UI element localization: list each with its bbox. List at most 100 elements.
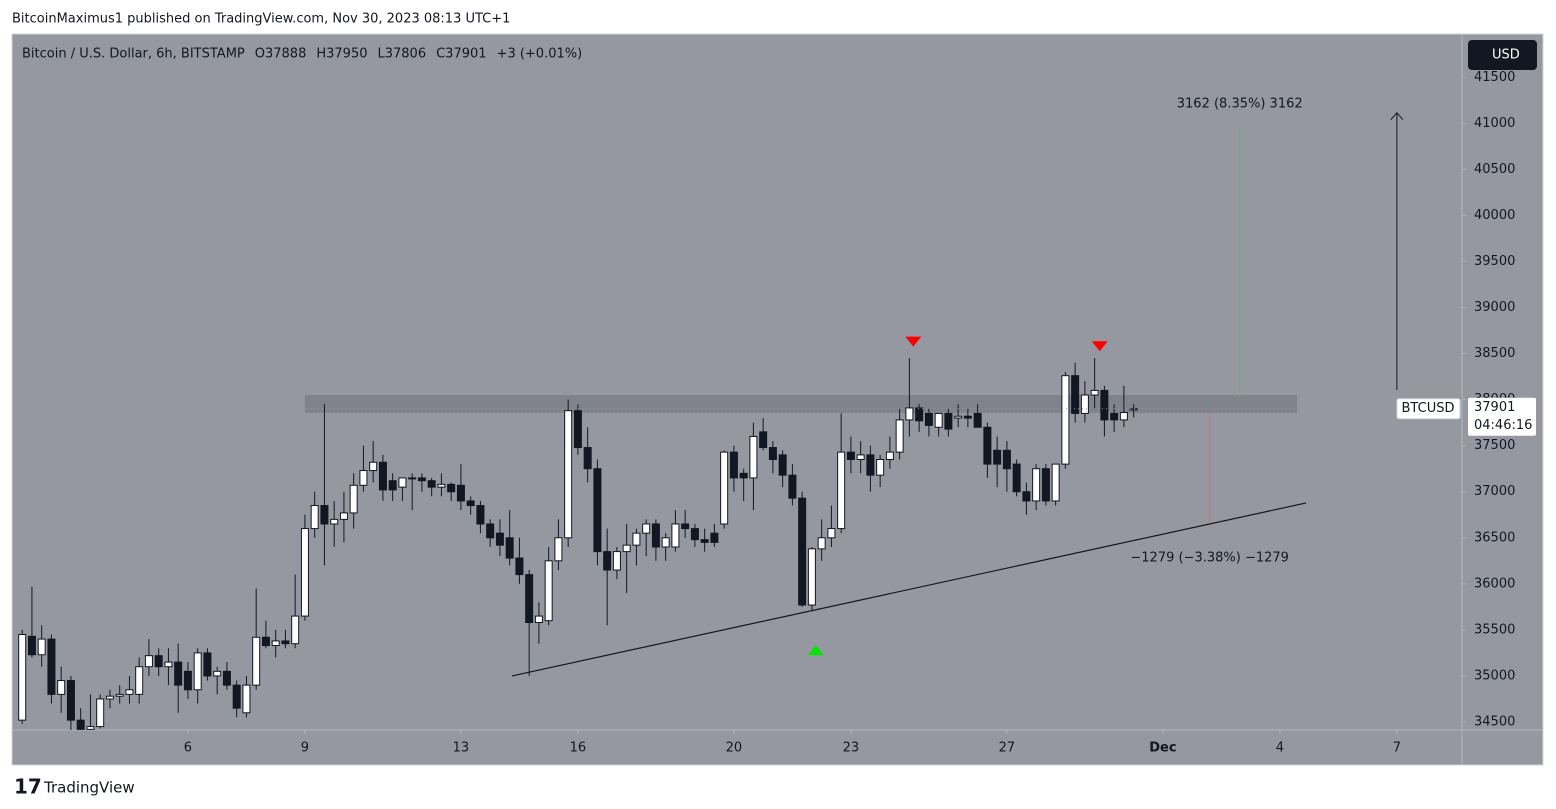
candle-body [876,458,885,476]
candle-body [408,477,417,480]
y-tick-label: 36500 [1474,530,1515,545]
candle-body [690,528,699,541]
candle-body [1080,394,1089,414]
footer: TradingView [43,779,135,797]
candle-body [642,523,651,534]
candle-body [544,560,553,622]
candle-body [895,419,904,453]
candle-body [993,449,1002,465]
candle-body [359,470,368,486]
candle-body [281,640,290,645]
candle-body [651,523,660,548]
logo-mark: 𝟭𝟳 [14,775,42,799]
countdown: 04:46:16 [1474,418,1532,433]
candle-body [76,719,85,730]
ohlc-value: L37806 [378,47,427,62]
y-tick-label: 39500 [1474,254,1515,269]
candle-body [934,412,943,428]
candle-body [622,544,631,553]
y-tick-label: 35000 [1474,668,1515,683]
candle-body [47,638,56,695]
candle-body [476,505,485,525]
candle-body [827,528,836,539]
candle-body [681,523,690,530]
candle-body [486,523,495,539]
candle-body [846,451,855,460]
candle-body [768,447,777,460]
candle-body [300,528,309,617]
x-tick-label: 23 [843,741,860,756]
candle-body [388,480,397,491]
y-tick-label: 37000 [1474,484,1515,499]
candle-body [710,532,719,543]
x-tick-label: 27 [999,741,1016,756]
candle-body [954,415,963,419]
ohlc-value: C37901 [436,47,486,62]
candle-body [1110,412,1119,421]
x-tick-label: 7 [1393,741,1401,756]
candle-body [1012,463,1021,493]
candle-body [837,451,846,530]
candle-body [105,695,114,700]
candle-body [252,636,261,686]
candle-body [203,652,212,677]
candle-body [944,412,953,430]
candle-body [856,454,865,460]
candle-body [310,505,319,530]
candle-body [144,655,153,668]
candle-body [349,484,358,514]
symbol-label: BTCUSD [1402,401,1455,416]
candle-body [739,472,748,479]
candle-body [27,635,36,656]
trendline [511,502,1307,677]
candle-body [720,451,729,525]
y-tick-label: 34500 [1474,714,1515,729]
candle-body [515,557,524,576]
candle-body [1002,449,1011,470]
candle-body [135,666,144,695]
measure-label: −1279 (−3.38%) −1279 [1130,550,1289,565]
y-tick-label: 40000 [1474,208,1515,223]
candle-body [554,537,563,562]
candle-body [885,451,894,460]
candle-body [807,548,816,606]
candle-body [612,551,621,571]
candle-body [193,652,202,691]
ohlc-value: +3 (+0.01%) [497,47,583,62]
candle-body [749,435,758,479]
candle-body [1022,491,1031,502]
chart-title: Bitcoin / U.S. Dollar, 6h, BITSTAMP [22,47,245,62]
candle-body [57,680,66,695]
candle-body [174,661,183,686]
candle-body [1090,389,1099,396]
currency-button[interactable] [1468,40,1537,70]
measure-label: 3162 (8.35%) 3162 [1177,96,1303,111]
candle-body [369,461,378,472]
header: BitcoinMaximus1 published on TradingView… [12,12,510,27]
candle-body [96,698,105,728]
candle-body [534,615,543,624]
candle-body [700,539,709,543]
candle-body [1032,468,1041,502]
candle-body [320,505,329,525]
y-tick-label: 41000 [1474,116,1515,131]
candle-body [495,532,504,546]
y-tick-label: 38500 [1474,346,1515,361]
candle-body [417,477,426,482]
y-tick-label: 36000 [1474,576,1515,591]
candle-body [291,615,300,645]
candle-body [1041,468,1050,502]
candle-body [183,670,192,691]
candle-body [261,636,270,647]
signal-marker [807,645,824,656]
candle-body [1071,375,1080,414]
candle-body [583,447,592,470]
y-tick-label: 41500 [1474,70,1515,85]
candle-body [759,431,768,449]
plot [14,111,1462,730]
candle-body [603,551,612,571]
candle-body [398,477,407,488]
y-tick-label: 40500 [1474,162,1515,177]
x-tick-label: 6 [184,741,192,756]
candle-body [18,633,27,721]
